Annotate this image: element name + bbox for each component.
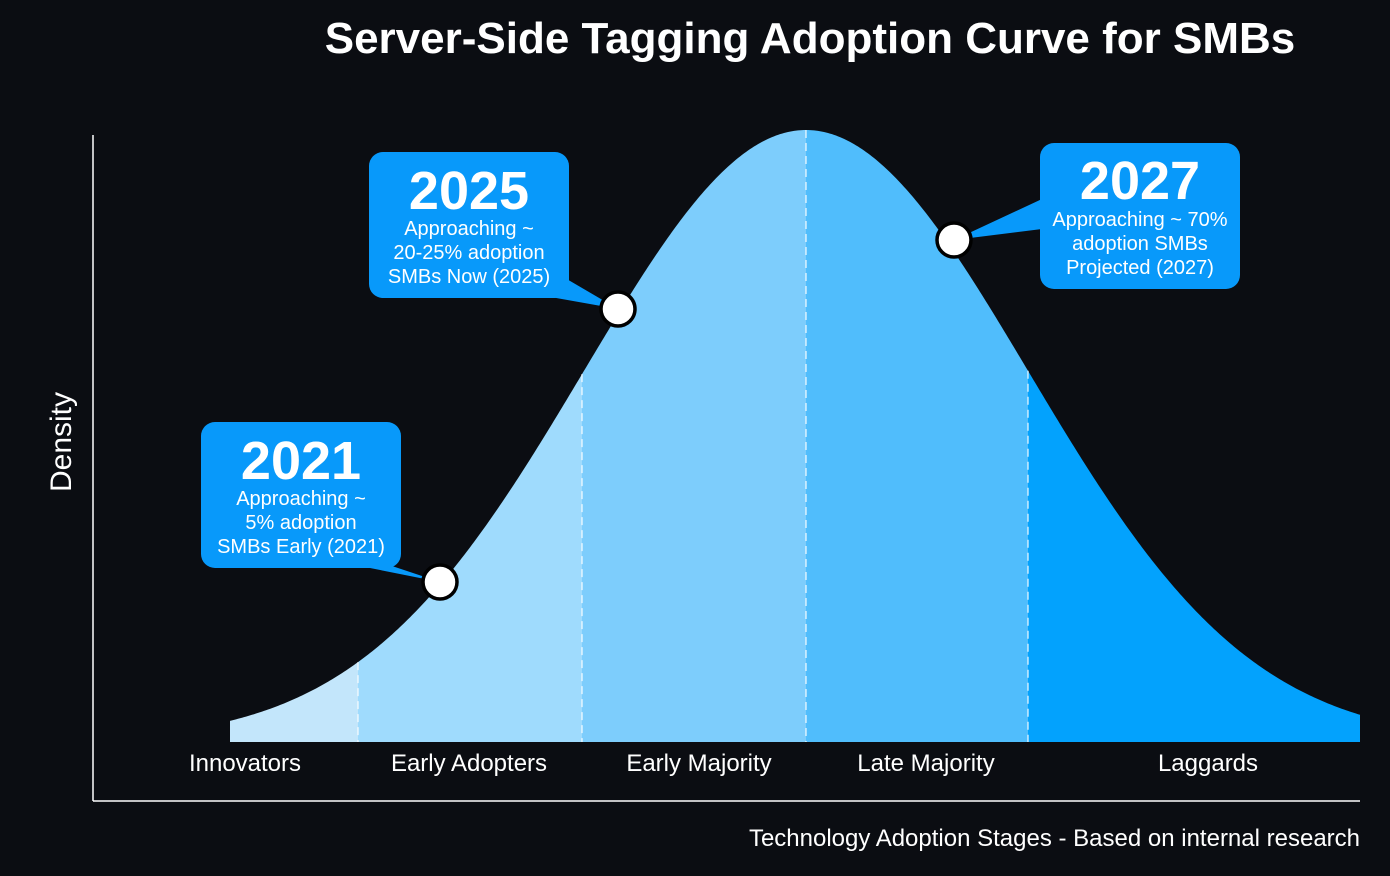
callout-text-line: Approaching ~ 70% xyxy=(1052,209,1227,231)
callout-text-line: SMBs Now (2025) xyxy=(388,266,550,288)
x-axis-label: Technology Adoption Stages - Based on in… xyxy=(749,825,1360,852)
callout-year: 2021 xyxy=(241,431,361,491)
callout-box xyxy=(369,152,569,298)
callout-year: 2025 xyxy=(409,161,529,221)
callout-text-line: Approaching ~ xyxy=(236,488,366,510)
curve-marker-point xyxy=(421,563,459,601)
curve-marker-point xyxy=(599,290,637,328)
curve-region-early-adopters xyxy=(358,374,582,742)
stage-dividers xyxy=(357,130,1029,742)
callout-text-line: Approaching ~ xyxy=(404,218,534,240)
callout-text-line: Projected (2027) xyxy=(1066,257,1214,279)
callout-text-line: SMBs Early (2021) xyxy=(217,536,385,558)
curve-marker-point xyxy=(935,221,973,259)
callout-text-line: 20-25% adoption xyxy=(393,242,544,264)
callout-box xyxy=(201,422,401,568)
curve-region-late-majority xyxy=(806,130,1028,742)
curve-region-laggards xyxy=(1028,370,1360,742)
callout-text-line: 5% adoption xyxy=(245,512,356,534)
y-axis-label: Density xyxy=(45,392,78,492)
callout-pointer xyxy=(360,566,440,582)
curve-regions xyxy=(230,130,1360,742)
callout-box xyxy=(1040,143,1240,289)
stage-label: Innovators xyxy=(189,750,301,777)
stage-label: Early Majority xyxy=(626,750,771,777)
stage-label: Laggards xyxy=(1158,750,1258,777)
chart-axes xyxy=(92,135,1360,802)
stage-label: Late Majority xyxy=(857,750,994,777)
stage-label: Early Adopters xyxy=(391,750,547,777)
callout-text-line: adoption SMBs xyxy=(1072,233,1208,255)
callout-year: 2027 xyxy=(1080,151,1200,211)
callout-pointer xyxy=(954,199,1042,240)
chart-title: Server-Side Tagging Adoption Curve for S… xyxy=(325,14,1296,63)
stage-labels: Innovators Early Adopters Early Majority La… xyxy=(189,750,1258,777)
curve-region-innovators xyxy=(230,662,358,742)
curve-region-early-majority xyxy=(582,130,806,742)
